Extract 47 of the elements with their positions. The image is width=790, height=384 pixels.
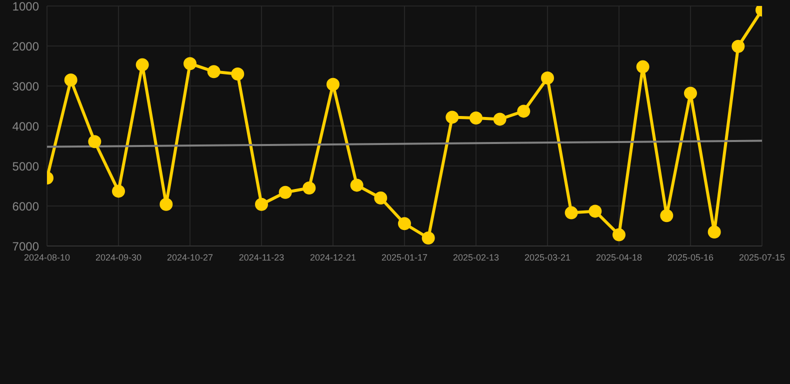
point	[184, 57, 196, 70]
point	[88, 135, 102, 148]
point	[350, 178, 364, 192]
y-tick-label: 1000	[12, 0, 40, 14]
point	[160, 198, 173, 211]
point	[732, 40, 745, 53]
point	[207, 65, 220, 78]
y-tick-label: 6000	[12, 199, 40, 214]
point	[64, 74, 78, 86]
point	[564, 206, 578, 220]
point	[708, 226, 721, 238]
x-tick-label: 2024-09-30	[95, 252, 142, 262]
point	[493, 112, 506, 126]
x-tick-label: 2025-02-13	[452, 252, 500, 262]
x-tick-label: 2024-12-21	[310, 252, 356, 262]
x-tick-label: 2025-03-21	[524, 252, 571, 262]
point	[278, 186, 292, 199]
y-tick-label: 5000	[12, 159, 40, 174]
point	[422, 232, 435, 244]
point	[326, 78, 340, 91]
y-tick-label: 3000	[12, 79, 40, 94]
point	[636, 60, 650, 74]
point	[398, 217, 411, 230]
point	[470, 112, 482, 124]
x-tick-label: 2024-11-23	[238, 252, 284, 262]
point	[374, 192, 388, 204]
point	[588, 204, 602, 218]
point	[684, 86, 697, 100]
x-tick-label: 2024-08-10	[24, 252, 70, 262]
point	[136, 58, 149, 72]
point	[612, 228, 626, 242]
point	[302, 182, 316, 194]
y-tick-label: 2000	[12, 39, 40, 54]
point	[517, 104, 530, 118]
x-tick-label: 2025-05-16	[667, 252, 714, 262]
point	[255, 198, 268, 211]
point	[112, 184, 125, 198]
x-tick-label: 2025-01-17	[381, 252, 428, 262]
y-tick-label: 4000	[12, 119, 40, 134]
point	[446, 110, 459, 124]
x-tick-label: 2025-04-18	[596, 252, 642, 262]
x-tick-label: 2024-10-27	[166, 252, 214, 262]
point	[231, 68, 244, 80]
y-tick-label: 7000	[12, 239, 40, 254]
point	[660, 209, 674, 222]
point	[541, 72, 554, 84]
x-tick-label: 2025-07-15	[738, 252, 786, 262]
